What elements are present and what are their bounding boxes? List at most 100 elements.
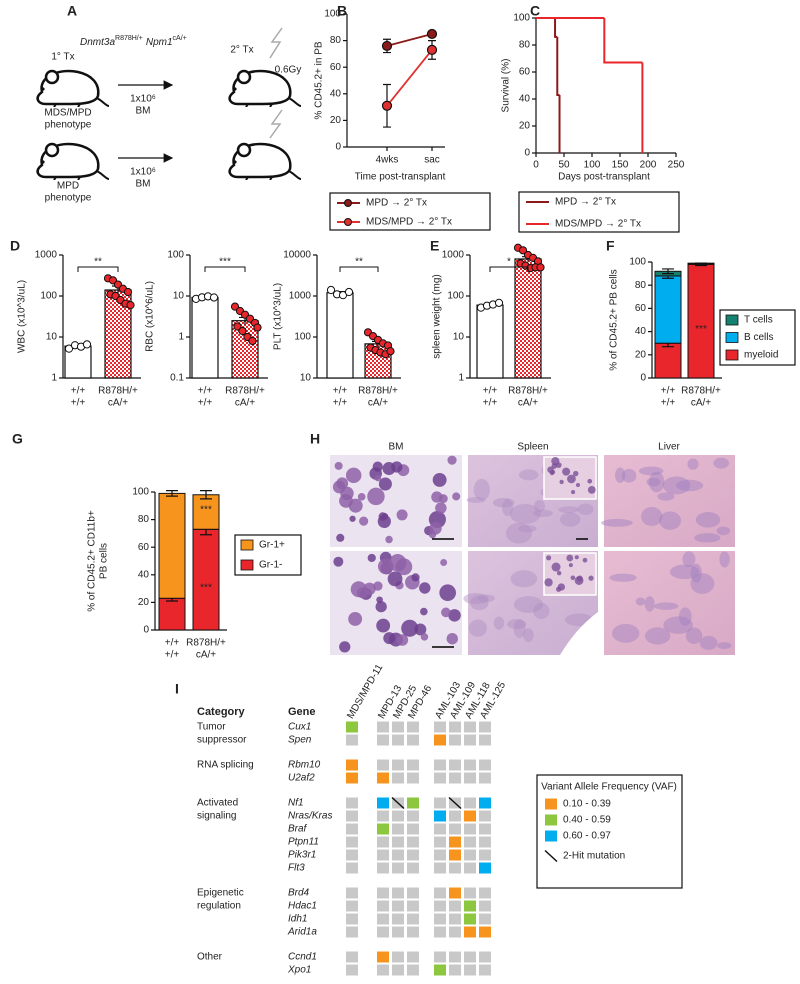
mutation-cell xyxy=(346,823,358,835)
data-point xyxy=(123,287,133,297)
mutation-cell xyxy=(392,900,404,912)
error-bar xyxy=(662,268,674,275)
transplant-label: 2° Tx xyxy=(230,45,253,56)
significance-label: *** xyxy=(219,257,231,268)
x-tick-label: R878H/+ xyxy=(358,386,398,397)
mutation-cell xyxy=(392,913,404,925)
category-label: Epigenetic xyxy=(197,888,244,899)
y-tick-label: 1 xyxy=(458,373,464,384)
two-hit-slash xyxy=(448,796,462,810)
allele: cA/+ xyxy=(173,35,187,42)
data-point xyxy=(238,326,247,336)
tissue-patch xyxy=(719,551,730,568)
panel-label: F xyxy=(606,238,615,254)
mouse-icon xyxy=(36,69,110,107)
cell-blob xyxy=(587,478,593,484)
legend-label: 0.10 - 0.39 xyxy=(563,799,611,810)
y-axis-title: PLT (x10^3/uL) xyxy=(273,283,284,350)
mutation-cell xyxy=(479,836,491,848)
cell-blob xyxy=(587,485,596,494)
panel-label: C xyxy=(530,3,540,19)
x-tick-label: +/+ xyxy=(198,398,213,409)
mutation-cell xyxy=(346,964,358,976)
phenotype: MDS/MPD xyxy=(44,108,91,119)
legend-label: B cells xyxy=(744,332,773,343)
mutation-cell xyxy=(479,849,491,861)
y-tick-label: 20 xyxy=(138,597,150,608)
column-title: BM xyxy=(389,442,404,453)
genotype: Dnmt3aR878H/+ Npm1cA/+ xyxy=(80,35,187,48)
mutation-cell xyxy=(464,913,476,925)
tissue-patch xyxy=(662,476,691,495)
mutation-cell xyxy=(377,849,389,861)
cell-blob xyxy=(336,477,349,490)
gene-label: Arid1a xyxy=(287,927,317,938)
mutation-cell xyxy=(434,721,446,733)
dose-label: 0.6Gy xyxy=(275,65,302,76)
cell-blob xyxy=(372,461,383,472)
tissue-patch xyxy=(532,509,553,517)
significance-label: *** xyxy=(200,582,212,593)
legend-label: 0.60 - 0.97 xyxy=(563,831,611,842)
y-tick-label: 100 xyxy=(40,291,57,302)
mutation-cell xyxy=(479,797,491,809)
x-tick-label: 200 xyxy=(640,160,657,171)
mutation-cell xyxy=(377,772,389,784)
mutation-cell xyxy=(392,734,404,746)
mutation-cell xyxy=(407,926,419,938)
mutation-cell xyxy=(434,849,446,861)
y-tick-label: 100 xyxy=(629,257,646,268)
cell-blob xyxy=(374,474,382,482)
significance-bracket xyxy=(339,266,379,272)
tissue-patch xyxy=(601,518,633,527)
mutation-cell xyxy=(464,759,476,771)
y-tick-label: 1 xyxy=(51,373,57,384)
mutation-cell xyxy=(392,849,404,861)
y-tick-label: 0.1 xyxy=(170,373,184,384)
category-label: regulation xyxy=(197,901,241,912)
tissue-patch xyxy=(716,526,731,536)
gene-label: U2af2 xyxy=(288,773,315,784)
tissue-patch xyxy=(669,564,700,580)
mutation-cell xyxy=(346,862,358,874)
mutation-cell xyxy=(479,862,491,874)
y-tick-label: 100 xyxy=(513,13,530,24)
cell-blob xyxy=(551,463,558,469)
gene-label: Rbm10 xyxy=(288,760,321,771)
y-tick-label: 60 xyxy=(330,62,342,73)
legend-swatch xyxy=(725,349,739,361)
mutation-cell xyxy=(449,951,461,963)
tissue-patch xyxy=(659,511,682,530)
data-point xyxy=(248,336,257,346)
cell-dose: 1x10⁶ xyxy=(130,94,156,105)
panel-label: I xyxy=(175,681,179,697)
x-tick-label: R878H/+ xyxy=(186,638,226,649)
mutation-cell xyxy=(434,836,446,848)
mutation-cell xyxy=(464,849,476,861)
cell-blob xyxy=(435,502,447,514)
mutation-cell xyxy=(479,823,491,835)
legend-swatch xyxy=(545,798,557,810)
cell-blob xyxy=(572,470,579,477)
y-tick-label: 10 xyxy=(173,291,185,302)
y-tick-label: 100 xyxy=(324,9,341,20)
data-point xyxy=(253,323,262,332)
cell-blob xyxy=(375,601,387,613)
cell-blob xyxy=(431,491,443,503)
tissue-patch xyxy=(523,628,534,643)
cell-blob xyxy=(378,477,392,491)
mutation-cell xyxy=(377,759,389,771)
mutation-cell xyxy=(464,887,476,899)
x-tick-label: +/+ xyxy=(71,386,86,397)
y-tick-label: 60 xyxy=(519,67,531,78)
cell-blob xyxy=(446,632,459,645)
legend-label: Gr-1- xyxy=(259,560,282,571)
mutation-cell xyxy=(346,759,358,771)
gene-label: Ccnd1 xyxy=(288,952,317,963)
x-tick-label: cA/+ xyxy=(108,398,128,409)
mutation-cell xyxy=(392,964,404,976)
y-tick-label: 20 xyxy=(330,115,342,126)
bar-segment xyxy=(192,494,220,530)
gene-label: Brd4 xyxy=(288,888,310,899)
mutation-cell xyxy=(464,810,476,822)
